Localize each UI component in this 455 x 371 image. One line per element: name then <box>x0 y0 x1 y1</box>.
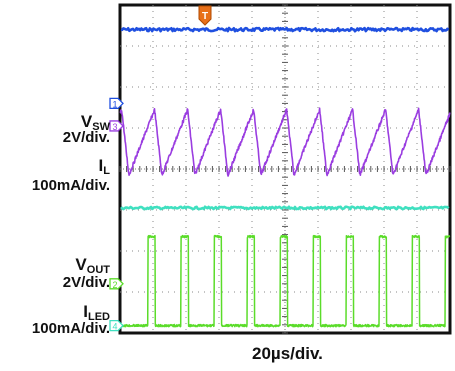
label-vout: VOUT <box>40 256 110 276</box>
trace-iled <box>120 205 450 211</box>
il-main: I <box>98 156 104 175</box>
channel-marker-number: 2 <box>112 280 117 290</box>
channel-marker-shape <box>109 120 124 132</box>
channel-marker-1: 1 <box>109 97 124 110</box>
trace-vsw <box>120 26 450 33</box>
trigger-marker-group: T <box>198 5 212 26</box>
channel-marker-shape <box>109 278 124 290</box>
trigger-marker <box>198 5 212 26</box>
trigger-marker-label: T <box>202 11 208 22</box>
iled-main: I <box>83 302 88 321</box>
label-vsw: VSW <box>60 113 110 133</box>
channel-marker-2: 2 <box>109 278 124 290</box>
vsw-sub: SW <box>92 121 110 133</box>
grid <box>119 4 451 334</box>
channel-marker-number: 3 <box>112 122 117 132</box>
timebase-label: 20µs/div. <box>252 344 323 363</box>
label-il: IL <box>75 157 110 177</box>
scale-il: 100mA/div. <box>31 177 110 194</box>
channel-markers: 1 3 2 4 <box>109 97 124 332</box>
trace-vout <box>119 234 451 328</box>
channel-marker-3: 3 <box>109 120 124 132</box>
iled-sub: LED <box>88 311 110 323</box>
vout-main: V <box>75 255 87 274</box>
label-iled: ILED <box>40 303 110 323</box>
vsw-main: V <box>80 112 93 131</box>
scale-vout: 2V/div. <box>62 274 110 291</box>
channel-marker-4: 4 <box>109 319 124 332</box>
scale-iled: 100mA/div. <box>31 320 110 337</box>
trace-il <box>119 107 451 177</box>
channel-marker-number: 4 <box>112 322 117 332</box>
channel-marker-shape <box>109 97 124 110</box>
channel-marker-number: 1 <box>112 99 117 109</box>
il-sub: L <box>103 165 110 177</box>
channel-marker-shape <box>109 319 124 332</box>
vout-sub: OUT <box>86 264 110 276</box>
scale-vsw: 2V/div. <box>62 129 110 146</box>
traces <box>119 26 451 328</box>
